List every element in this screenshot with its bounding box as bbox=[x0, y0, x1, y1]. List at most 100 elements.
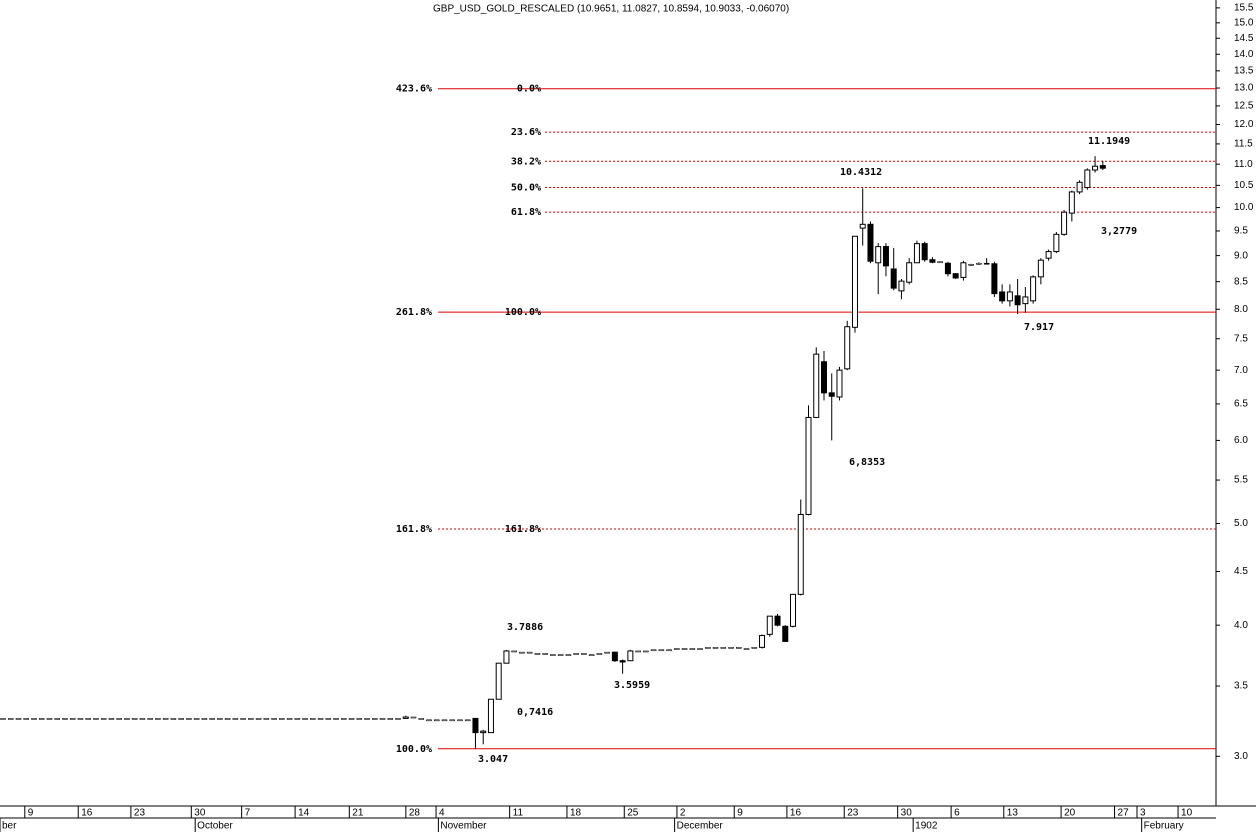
fib-outer-label: 100.0% bbox=[396, 744, 432, 755]
x-tick-label: 30 bbox=[194, 808, 206, 819]
candle-body bbox=[62, 718, 68, 720]
candle-body bbox=[859, 223, 866, 229]
candle-body bbox=[147, 718, 153, 720]
month-label: February bbox=[1144, 821, 1184, 832]
x-tick-label: 9 bbox=[737, 808, 743, 819]
candle-body bbox=[720, 647, 727, 649]
candle-body bbox=[797, 513, 804, 595]
annotation: 3.047 bbox=[478, 754, 508, 765]
fib-inner-label: 100.0% bbox=[505, 307, 541, 318]
candle-body bbox=[882, 246, 889, 267]
candle-body bbox=[1022, 296, 1029, 305]
chart-title: GBP_USD_GOLD_RESCALED (10.9651, 11.0827,… bbox=[433, 4, 789, 15]
candle-body bbox=[635, 650, 641, 653]
candle-body bbox=[348, 718, 355, 720]
candle-body bbox=[913, 243, 920, 264]
candle-body bbox=[526, 651, 533, 654]
candle-body bbox=[139, 718, 146, 720]
candle-body bbox=[867, 223, 874, 262]
candle-body bbox=[627, 650, 634, 662]
candle-body bbox=[1076, 181, 1083, 193]
candle-body bbox=[286, 718, 293, 720]
candle-body bbox=[240, 718, 246, 720]
candle-body bbox=[1068, 191, 1075, 214]
candle-body bbox=[418, 718, 425, 720]
candle-body bbox=[232, 718, 239, 720]
candle-body bbox=[472, 717, 479, 734]
candle-body bbox=[619, 660, 626, 663]
y-tick-label: 15.0 bbox=[1234, 17, 1254, 28]
y-tick-label: 13.5 bbox=[1234, 65, 1254, 76]
x-tick-label: 10 bbox=[1181, 808, 1193, 819]
candle-body bbox=[131, 718, 138, 720]
candle-body bbox=[557, 654, 564, 656]
candle-body bbox=[410, 716, 417, 719]
y-tick-label: 7.0 bbox=[1234, 365, 1248, 376]
candle-body bbox=[487, 698, 494, 734]
y-tick-label: 4.0 bbox=[1234, 620, 1248, 631]
candle-body bbox=[77, 718, 84, 720]
candle-body bbox=[441, 719, 448, 722]
x-tick-label: 30 bbox=[901, 808, 913, 819]
candle-body bbox=[534, 653, 541, 655]
fib-inner-label: 38.2% bbox=[511, 156, 541, 167]
candle-body bbox=[162, 718, 169, 720]
candle-body bbox=[31, 718, 37, 720]
candle-body bbox=[759, 635, 766, 648]
candle-body bbox=[7, 718, 14, 720]
candle-body bbox=[279, 718, 285, 720]
candle-body bbox=[650, 649, 657, 652]
candle-body bbox=[743, 648, 750, 650]
candle-body bbox=[325, 718, 332, 720]
annotation: 0,7416 bbox=[517, 707, 553, 718]
candle-body bbox=[426, 719, 432, 722]
y-tick-label: 5.0 bbox=[1234, 518, 1248, 529]
y-tick-label: 12.0 bbox=[1234, 119, 1254, 130]
y-tick-label: 3.5 bbox=[1234, 681, 1248, 692]
candle-body bbox=[952, 273, 959, 279]
candle-body bbox=[116, 718, 122, 720]
y-tick-label: 14.0 bbox=[1234, 49, 1254, 60]
candle-body bbox=[503, 650, 510, 664]
x-tick-label: 27 bbox=[1118, 808, 1130, 819]
candle-body bbox=[581, 653, 587, 655]
candle-body bbox=[596, 653, 603, 655]
candle-body bbox=[209, 718, 215, 720]
candle-body bbox=[976, 262, 982, 265]
x-tick-label: 16 bbox=[81, 808, 93, 819]
y-tick-label: 4.5 bbox=[1234, 566, 1248, 577]
candle-body bbox=[1061, 211, 1068, 235]
candle-body bbox=[364, 718, 370, 720]
candle-body bbox=[813, 353, 820, 418]
y-tick-label: 7.5 bbox=[1234, 333, 1248, 344]
candle-body bbox=[851, 235, 858, 328]
candle-body bbox=[201, 718, 208, 720]
candle-body bbox=[790, 593, 797, 627]
candle-body bbox=[46, 718, 53, 720]
fib-outer-label: 423.6% bbox=[396, 84, 432, 95]
candle-body bbox=[1006, 291, 1013, 302]
candle-body bbox=[643, 650, 649, 653]
month-label: October bbox=[197, 821, 233, 832]
candle-body bbox=[0, 718, 6, 720]
x-tick-label: 6 bbox=[954, 808, 960, 819]
candle-body bbox=[604, 651, 610, 654]
candle-body bbox=[836, 369, 843, 398]
candle-body bbox=[255, 718, 262, 720]
y-tick-label: 3.0 bbox=[1234, 751, 1248, 762]
candle-body bbox=[681, 648, 688, 650]
candle-body bbox=[697, 648, 703, 650]
candle-body bbox=[379, 718, 386, 720]
candle-body bbox=[588, 654, 595, 656]
candle-body bbox=[875, 246, 882, 264]
candle-body bbox=[991, 263, 998, 295]
annotation: 3.7886 bbox=[507, 622, 543, 633]
candle-body bbox=[186, 718, 192, 720]
candle-body bbox=[820, 361, 827, 394]
candle-body bbox=[611, 651, 618, 662]
candle-body bbox=[108, 718, 115, 720]
y-tick-label: 9.0 bbox=[1234, 250, 1248, 261]
candle-body bbox=[54, 718, 61, 720]
